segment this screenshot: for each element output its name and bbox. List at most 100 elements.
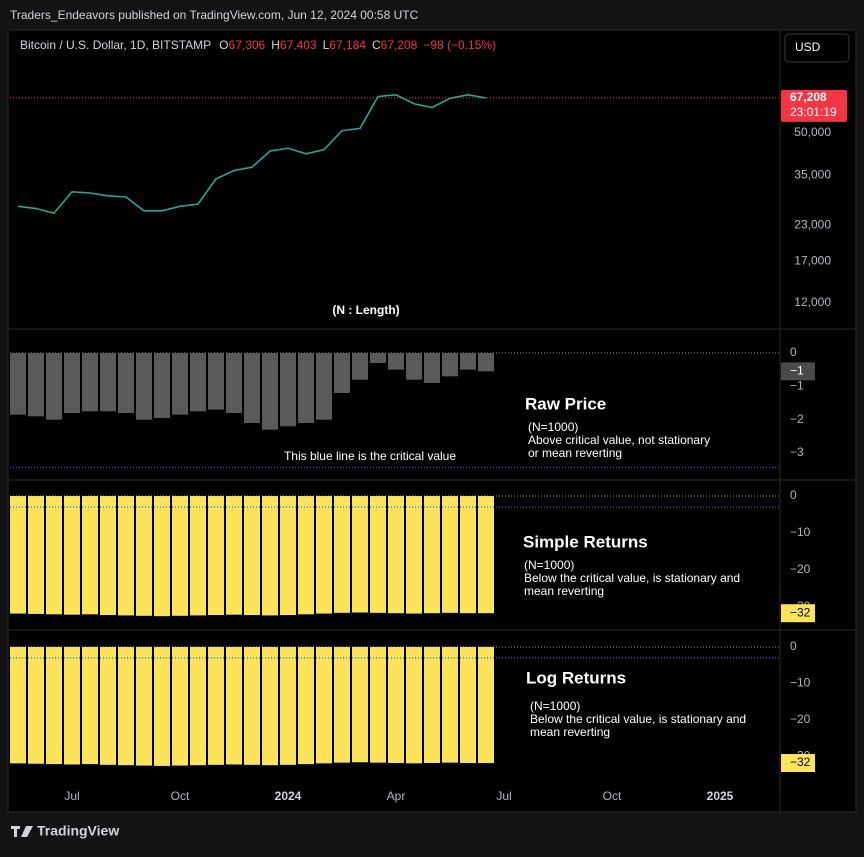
y-tick-label: 0 [790,639,797,653]
indicator-bar [298,353,314,423]
indicator-bar [226,646,242,765]
price-line [17,93,487,215]
indicator-bar [172,646,188,766]
indicator-bar [424,496,440,614]
indicator-bar [370,353,386,363]
pane-note: mean reverting [524,584,604,598]
indicator-bar [406,496,422,614]
pane-note: or mean reverting [528,446,622,460]
y-tick-label: −2 [790,412,804,426]
indicator-bar [190,496,206,616]
indicator-bar [154,496,170,617]
last-value-label: −32 [790,755,811,769]
indicator-bar [424,353,440,383]
indicator-bar [208,496,224,616]
y-tick-label: −3 [790,445,804,459]
indicator-bar [82,353,98,412]
x-tick-label: Oct [171,789,190,803]
indicator-bar [334,646,350,763]
indicator-bar [298,496,314,615]
indicator-bar [10,353,26,415]
y-tick-label: −10 [790,676,811,690]
x-tick-label: Oct [603,789,622,803]
y-tick-label: 50,000 [794,125,831,139]
indicator-bar [190,646,206,766]
indicator-bar [118,353,134,413]
ohlc-key: H [271,38,280,52]
indicator-bar [136,496,152,616]
currency-button[interactable] [784,33,850,63]
indicator-bar [100,353,116,412]
pane-note: Below the critical value, is stationary … [530,712,746,726]
y-tick-label: 12,000 [794,295,831,309]
pane-title: Log Returns [526,668,626,687]
indicator-bar [172,496,188,616]
currency-label: USD [795,40,821,54]
indicator-bar [46,646,62,765]
indicator-bar [64,646,80,765]
indicator-bar [244,496,260,616]
annotation: (N : Length) [332,303,399,317]
indicator-bar [46,496,62,615]
y-tick-label: −20 [790,712,811,726]
indicator-bar [424,646,440,764]
indicator-bar [442,496,458,613]
footer-logo [11,826,33,837]
indicator-bar [352,353,368,380]
indicator-bar [298,646,314,765]
indicator-bar [82,496,98,615]
indicator-bar [28,353,44,417]
last-value-tag [781,754,815,773]
last-value-tag [781,362,815,381]
indicator-bar [262,496,278,616]
indicator-bar [118,496,134,616]
indicator-bar [316,353,332,420]
indicator-bar [154,353,170,418]
indicator-bar [388,496,404,614]
indicator-bar [226,353,242,413]
indicator-bar [82,646,98,765]
indicator-bar [316,496,332,614]
indicator-bar [64,353,80,413]
pane-title: Raw Price [525,394,606,413]
last-value-tag [781,604,815,623]
pane-subtitle: (N=1000) [530,699,580,713]
indicator-bar [190,353,206,412]
indicator-bar [100,646,116,765]
indicator-bar [10,496,26,614]
indicator-bar [208,646,224,765]
last-price-tag [781,89,847,122]
last-price-label: 67,208 [790,90,827,104]
indicator-bar [478,496,494,614]
indicator-bar [10,646,26,764]
indicator-bar [370,496,386,613]
indicator-bar [280,353,296,427]
publisher-line: Traders_Endeavors published on TradingVi… [10,8,419,22]
logo-part [21,826,33,837]
indicator-bar [28,646,44,764]
indicator-bar [136,646,152,766]
pane-subtitle: (N=1000) [524,558,574,572]
indicator-bar [478,646,494,764]
ohlc-key: L [323,38,330,52]
indicator-bar [406,646,422,764]
y-tick-label: −10 [790,525,811,539]
ohlc-value: 67,403 [280,38,317,52]
indicator-bar [442,353,458,377]
countdown: 23:01:19 [790,105,837,119]
y-tick-label: −20 [790,562,811,576]
indicator-bar [352,496,368,613]
y-tick-label: 23,000 [794,218,831,232]
indicator-bar [316,646,332,764]
indicator-bar [244,646,260,765]
pane-note: Above critical value, not stationary [528,433,710,447]
y-tick-label: 35,000 [794,168,831,182]
indicator-bar [136,353,152,420]
indicator-bar [388,353,404,370]
indicator-bar [64,496,80,615]
pane-subtitle: (N=1000) [528,420,578,434]
annotation: This blue line is the critical value [284,449,456,463]
indicator-bar [280,496,296,616]
indicator-bar [262,646,278,766]
